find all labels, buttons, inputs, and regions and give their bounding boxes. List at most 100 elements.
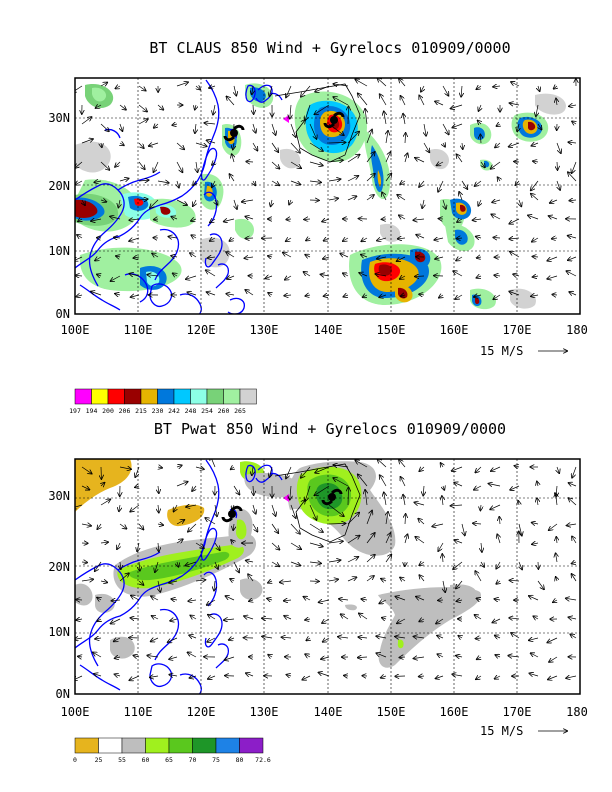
wind-vector xyxy=(323,257,330,259)
wind-vector xyxy=(442,123,449,134)
wind-vector xyxy=(328,523,345,524)
wind-vector xyxy=(119,179,129,182)
reference-vector-label: 15 M/S xyxy=(480,724,523,738)
wind-vector xyxy=(76,275,83,276)
wind-vector xyxy=(323,638,330,642)
wind-vector xyxy=(572,574,577,582)
wind-vector xyxy=(533,257,539,258)
wind-vector xyxy=(414,657,425,659)
x-tick-label: 120E xyxy=(187,705,216,719)
wind-vector xyxy=(131,295,140,297)
wind-vector xyxy=(208,257,216,258)
wind-vector xyxy=(245,257,254,258)
wind-vector xyxy=(186,276,197,279)
colorbar-swatch xyxy=(168,737,193,754)
colorbar-label: 265 xyxy=(234,407,246,415)
wind-vector xyxy=(473,219,482,220)
wind-vector xyxy=(419,294,425,295)
wind-vector xyxy=(511,82,520,87)
wind-vector xyxy=(135,486,139,487)
reference-vector: 15 M/S xyxy=(480,344,567,358)
y-tick-label: 30N xyxy=(48,111,70,125)
wind-vector xyxy=(158,580,160,592)
wind-vector xyxy=(207,292,216,295)
wind-vector xyxy=(171,599,178,600)
wind-vector xyxy=(414,637,425,639)
wind-vector xyxy=(290,104,291,119)
x-axis: 100E 110E 120E 130E 140E 150E 160E 170E … xyxy=(61,705,588,719)
wind-vector xyxy=(253,104,254,114)
wind-vector xyxy=(480,135,481,144)
wind-vector xyxy=(385,533,391,544)
y-tick-label: 0N xyxy=(56,687,70,701)
colorbar: 197 194 200 206 215 230 242 248 254 260 265 xyxy=(69,388,257,415)
colorbar-swatch xyxy=(239,388,257,405)
wind-vector xyxy=(147,275,159,276)
wind-vector xyxy=(252,523,257,532)
wind-vector xyxy=(477,86,482,89)
wind-vector xyxy=(496,561,500,569)
wind-vector xyxy=(519,523,522,536)
wind-vector xyxy=(509,292,520,296)
x-tick-label: 180 xyxy=(566,705,588,719)
wind-vector xyxy=(111,618,121,624)
x-tick-label: 180 xyxy=(566,323,588,337)
wind-vector xyxy=(569,142,577,143)
wind-vector xyxy=(457,154,463,163)
wind-vector xyxy=(343,273,349,276)
panel-title: BT Pwat 850 Wind + Gyrelocs 010909/0000 xyxy=(154,420,506,438)
gridlines xyxy=(75,78,580,314)
wind-vector xyxy=(531,194,539,201)
wind-vector xyxy=(176,161,182,172)
wind-vector xyxy=(442,554,443,563)
wind-vector xyxy=(269,85,272,96)
colorbar-label: 75 xyxy=(212,756,220,764)
wind-vector xyxy=(399,215,406,219)
colorbar-label: 254 xyxy=(201,407,213,415)
wind-vector xyxy=(415,276,425,277)
wind-vector xyxy=(515,466,519,467)
wind-vector xyxy=(366,174,375,182)
wind-vector xyxy=(528,215,539,220)
wind-vector xyxy=(514,162,520,163)
wind-vector xyxy=(550,200,558,203)
wind-vector xyxy=(491,214,501,220)
wind-vector xyxy=(253,123,256,133)
wind-vector xyxy=(244,616,254,619)
wind-vector xyxy=(476,638,482,639)
wind-vector xyxy=(358,94,368,106)
wind-vector xyxy=(401,96,406,106)
claus-shading xyxy=(75,83,566,310)
wind-vector xyxy=(130,675,140,680)
wind-vector xyxy=(290,523,300,534)
wind-vector xyxy=(572,537,577,544)
wind-vector xyxy=(138,104,147,112)
wind-vector xyxy=(81,562,87,563)
wind-vector xyxy=(157,104,163,110)
wind-vector xyxy=(381,676,387,678)
wind-vectors xyxy=(75,78,577,299)
wind-vector xyxy=(230,579,234,581)
wind-vector xyxy=(358,657,368,658)
wind-vector xyxy=(385,152,391,163)
wind-vector xyxy=(530,673,539,676)
wind-vector xyxy=(476,237,482,239)
wind-vector xyxy=(497,534,500,544)
wind-vector xyxy=(556,493,557,506)
colorbar-label: 242 xyxy=(168,407,180,415)
wind-vector xyxy=(493,238,501,239)
wind-vector xyxy=(513,274,520,276)
wind-vector xyxy=(339,599,349,600)
wind-vector xyxy=(306,238,310,241)
wind-vector xyxy=(553,600,557,602)
wind-vector xyxy=(405,133,406,144)
wind-vector xyxy=(176,82,188,87)
wind-vector xyxy=(115,657,121,658)
wind-vector xyxy=(226,596,235,601)
wind-vector xyxy=(456,580,463,588)
wind-vector xyxy=(358,475,368,487)
wind-vector xyxy=(355,460,368,468)
wind-vector xyxy=(549,523,558,530)
wind-vector xyxy=(400,181,406,184)
